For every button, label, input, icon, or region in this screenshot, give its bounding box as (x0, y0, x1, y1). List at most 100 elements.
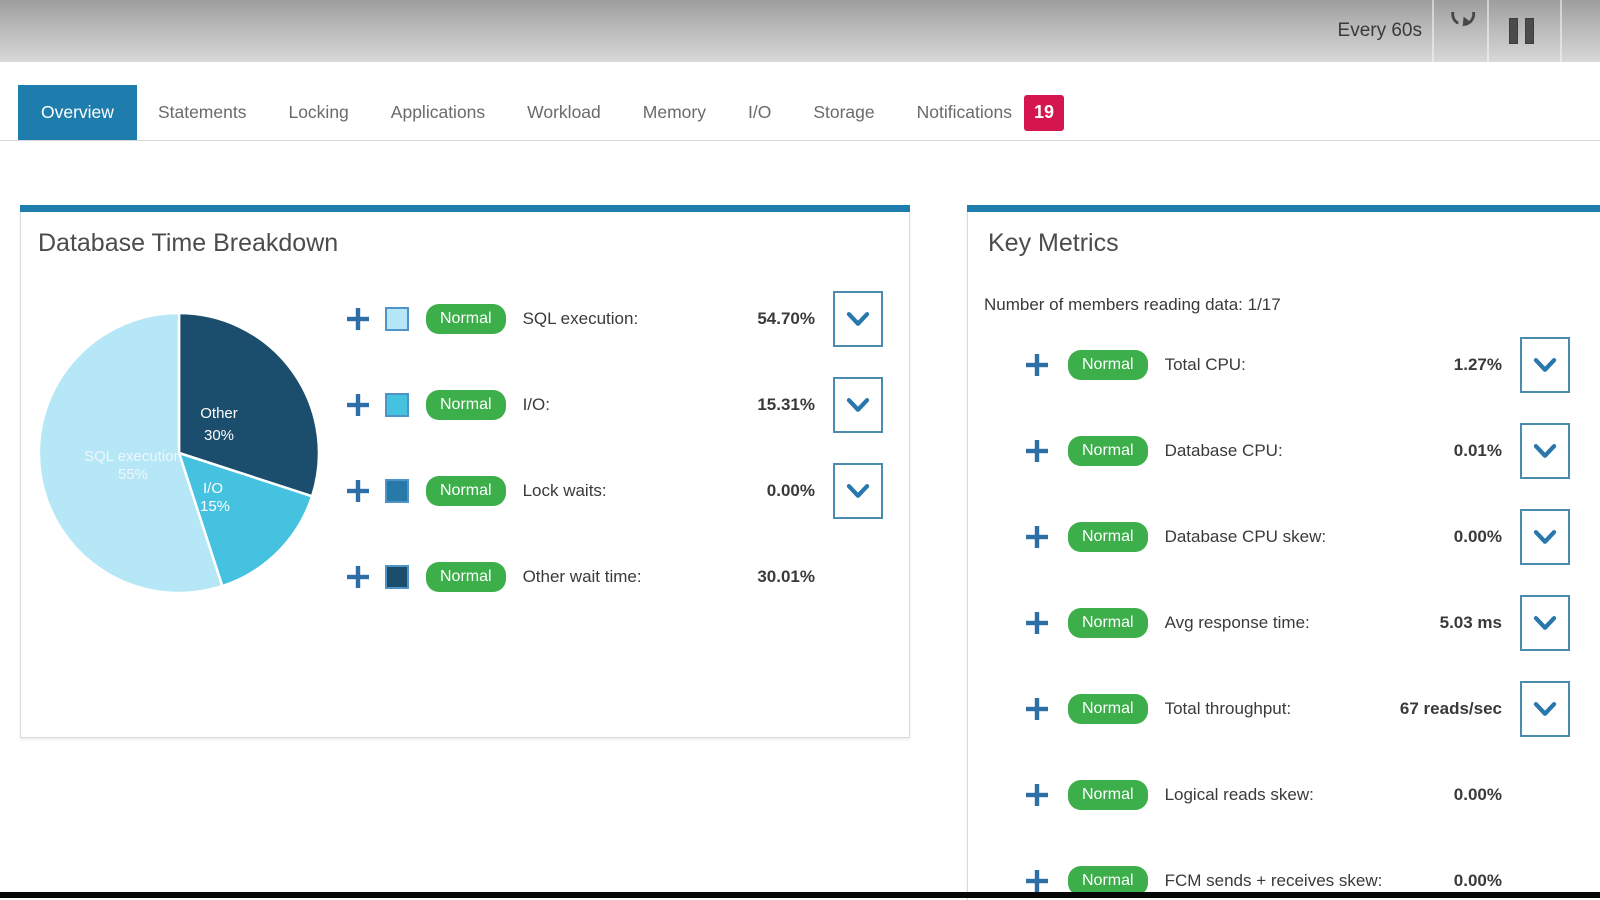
metric-value: 0.00% (766, 481, 815, 500)
metric-value: 54.70% (757, 309, 815, 328)
tab-label: Applications (390, 102, 486, 122)
metric-row-avg-response-time: Normal Avg response time: 5.03 ms (1024, 595, 1570, 651)
database-time-pie-chart: Other 30% I/O 15% SQL execution 55% (37, 311, 321, 595)
series-color-swatch (385, 307, 409, 331)
expand-metric-button[interactable] (833, 377, 883, 433)
series-color-swatch (385, 565, 409, 589)
panel-accent-bar (20, 205, 910, 212)
pie-label-sql-pct: 55% (118, 466, 148, 483)
toolbar-divider (1560, 0, 1562, 62)
pause-icon (1508, 18, 1534, 44)
pie-label-io: I/O (203, 480, 223, 497)
refresh-icon (1451, 12, 1476, 27)
expand-metric-button[interactable] (1520, 423, 1570, 479)
metric-row-fcm-sends-receives-skew: Normal FCM sends + receives skew: 0.00% (1024, 853, 1570, 900)
add-icon[interactable] (1024, 524, 1050, 550)
metric-value: 0.00% (1453, 785, 1502, 804)
tab-label: Workload (527, 102, 601, 122)
bottom-border-strip (0, 892, 1600, 898)
panel-accent-bar (967, 205, 1600, 212)
metric-row-sql-execution: Normal SQL execution: 54.70% (345, 291, 883, 347)
tab-memory[interactable]: Memory (622, 85, 727, 140)
tab-statements[interactable]: Statements (137, 85, 268, 140)
metric-row-logical-reads-skew: Normal Logical reads skew: 0.00% (1024, 767, 1570, 823)
chevron-down-icon (846, 311, 870, 326)
metric-row-other-wait-time: Normal Other wait time: 30.01% (345, 549, 883, 605)
status-badge: Normal (426, 390, 506, 420)
notification-count-badge: 19 (1023, 94, 1064, 131)
add-icon[interactable] (1024, 352, 1050, 378)
metric-value: 0.01% (1453, 441, 1502, 460)
status-badge: Normal (1068, 694, 1148, 724)
expand-metric-button[interactable] (1520, 509, 1570, 565)
metric-value: 1.27% (1453, 355, 1502, 374)
refresh-interval-label[interactable]: Every 60s (1337, 20, 1422, 41)
status-badge: Normal (426, 476, 506, 506)
status-badge: Normal (1068, 780, 1148, 810)
metric-label: Database CPU: (1164, 441, 1283, 460)
status-badge: Normal (1068, 866, 1148, 896)
add-icon[interactable] (1024, 868, 1050, 894)
tab-workload[interactable]: Workload (506, 85, 622, 140)
expand-metric-button[interactable] (833, 291, 883, 347)
metric-row-lock-waits: Normal Lock waits: 0.00% (345, 463, 883, 519)
add-icon[interactable] (345, 564, 371, 590)
add-icon[interactable] (1024, 610, 1050, 636)
series-color-swatch (385, 479, 409, 503)
metric-row-database-cpu: Normal Database CPU: 0.01% (1024, 423, 1570, 479)
toolbar-divider (1487, 0, 1489, 62)
tab-io[interactable]: I/O (727, 85, 792, 140)
panel-title: Database Time Breakdown (38, 229, 339, 257)
pie-label-sql: SQL execution (84, 448, 182, 465)
chevron-down-icon (1533, 357, 1557, 372)
add-icon[interactable] (1024, 438, 1050, 464)
tab-overview[interactable]: Overview (18, 85, 137, 140)
key-metrics-panel: Key Metrics Number of members reading da… (967, 205, 1600, 900)
tab-label: Memory (642, 102, 706, 122)
add-icon[interactable] (345, 306, 371, 332)
expand-metric-button[interactable] (1520, 595, 1570, 651)
tab-storage[interactable]: Storage (792, 85, 895, 140)
metric-row-total-throughput: Normal Total throughput: 67 reads/sec (1024, 681, 1570, 737)
expand-metric-button[interactable] (1520, 681, 1570, 737)
add-icon[interactable] (1024, 696, 1050, 722)
tab-notifications[interactable]: Notifications 19 (896, 85, 1085, 140)
pie-label-other-pct: 30% (204, 427, 234, 444)
top-toolbar: Every 60s (0, 0, 1600, 62)
chevron-down-icon (846, 483, 870, 498)
pie-slice-other[interactable] (177, 311, 321, 498)
status-badge: Normal (1068, 522, 1148, 552)
metric-label: FCM sends + receives skew: (1164, 871, 1383, 890)
metric-value: 5.03 ms (1439, 613, 1502, 632)
tab-locking[interactable]: Locking (267, 85, 369, 140)
add-icon[interactable] (345, 478, 371, 504)
metric-value: 67 reads/sec (1399, 699, 1502, 718)
metric-label: Avg response time: (1164, 613, 1310, 632)
add-icon[interactable] (1024, 782, 1050, 808)
expand-metric-button[interactable] (1520, 337, 1570, 393)
metric-row-database-cpu-skew: Normal Database CPU skew: 0.00% (1024, 509, 1570, 565)
chevron-down-icon (1533, 701, 1557, 716)
metric-value: 15.31% (757, 395, 815, 414)
tab-label: Notifications (916, 102, 1012, 122)
toolbar-divider (1432, 0, 1434, 62)
pie-label-other: Other (200, 405, 238, 422)
tab-label: Storage (813, 102, 875, 122)
tab-label: Overview (41, 102, 114, 122)
metric-row-total-cpu: Normal Total CPU: 1.27% (1024, 337, 1570, 393)
metric-value: 30.01% (757, 567, 815, 586)
refresh-button[interactable] (1436, 0, 1482, 62)
metric-label: SQL execution: (522, 309, 639, 328)
status-badge: Normal (426, 304, 506, 334)
metric-label: Other wait time: (522, 567, 642, 586)
pie-slice-sql-execution[interactable] (37, 311, 224, 595)
metric-label: Logical reads skew: (1164, 785, 1314, 804)
tab-applications[interactable]: Applications (370, 85, 506, 140)
add-icon[interactable] (345, 392, 371, 418)
pause-button[interactable] (1498, 0, 1544, 62)
metric-row-io: Normal I/O: 15.31% (345, 377, 883, 433)
metric-value: 0.00% (1453, 871, 1502, 890)
metric-label: Total CPU: (1164, 355, 1246, 374)
expand-metric-button[interactable] (833, 463, 883, 519)
tab-label: I/O (747, 102, 772, 122)
